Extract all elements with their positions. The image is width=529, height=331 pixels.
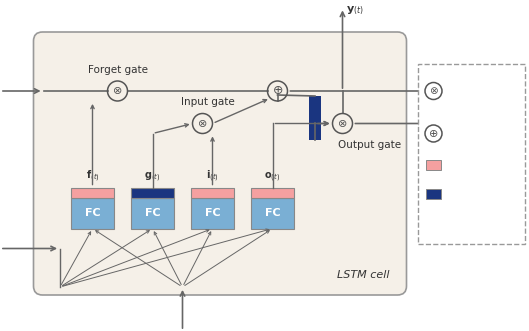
Text: $\mathbf{o}_{(t)}$: $\mathbf{o}_{(t)}$ bbox=[264, 171, 280, 184]
Bar bbox=[71, 187, 114, 198]
Text: $\otimes$: $\otimes$ bbox=[197, 118, 208, 129]
Text: $\mathbf{i}_{(t)}$: $\mathbf{i}_{(t)}$ bbox=[206, 169, 219, 184]
Text: $\mathbf{c}_{(t)}$: $\mathbf{c}_{(t)}$ bbox=[431, 76, 448, 88]
Text: tanh: tanh bbox=[448, 188, 470, 199]
Text: FC: FC bbox=[264, 208, 280, 218]
Text: $\oplus$: $\oplus$ bbox=[428, 128, 439, 139]
Text: $\mathbf{g}_{(t)}$: $\mathbf{g}_{(t)}$ bbox=[144, 171, 161, 184]
FancyBboxPatch shape bbox=[417, 64, 525, 244]
Text: $\mathbf{f}_{(t)}$: $\mathbf{f}_{(t)}$ bbox=[86, 169, 99, 184]
Bar bbox=[131, 198, 174, 228]
Bar bbox=[426, 160, 441, 170]
Text: $\otimes$: $\otimes$ bbox=[428, 85, 439, 97]
Text: multiplication: multiplication bbox=[448, 102, 515, 112]
Text: $\mathbf{h}_{(t)}$: $\mathbf{h}_{(t)}$ bbox=[431, 107, 450, 121]
Text: Output gate: Output gate bbox=[339, 139, 402, 150]
Bar bbox=[191, 198, 234, 228]
Bar bbox=[191, 187, 234, 198]
Text: FC: FC bbox=[205, 208, 220, 218]
Text: Addition: Addition bbox=[448, 128, 488, 138]
Text: $\mathbf{y}_{(t)}$: $\mathbf{y}_{(t)}$ bbox=[346, 5, 364, 18]
Text: Forget gate: Forget gate bbox=[87, 65, 148, 75]
Bar bbox=[251, 187, 294, 198]
Bar bbox=[426, 188, 441, 199]
Text: LSTM cell: LSTM cell bbox=[338, 270, 390, 280]
Text: FC: FC bbox=[145, 208, 160, 218]
Text: logistic: logistic bbox=[448, 160, 482, 170]
Text: $\otimes$: $\otimes$ bbox=[112, 85, 123, 97]
Text: Element-wise: Element-wise bbox=[448, 86, 513, 96]
Text: $\otimes$: $\otimes$ bbox=[338, 118, 348, 129]
Text: Input gate: Input gate bbox=[180, 98, 234, 108]
FancyBboxPatch shape bbox=[33, 32, 406, 295]
Bar bbox=[309, 96, 321, 140]
Bar bbox=[251, 198, 294, 228]
Text: FC: FC bbox=[85, 208, 101, 218]
Bar bbox=[131, 187, 174, 198]
Bar bbox=[71, 198, 114, 228]
Text: $\oplus$: $\oplus$ bbox=[272, 84, 283, 98]
